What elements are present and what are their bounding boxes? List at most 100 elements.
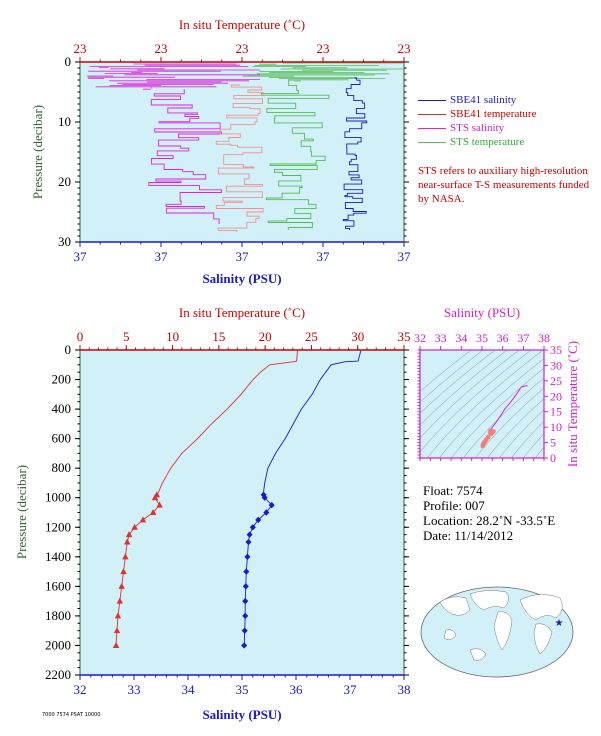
temperature-point [116, 597, 124, 604]
main-top-tick-label: 20 [259, 329, 272, 344]
main-top-tick-label: 10 [166, 329, 179, 344]
y-tick-label: 0 [65, 54, 72, 69]
main-panel: 0 5 10 15 20 25 30 35 32 33 34 35 36 37 38 0 200 400 600 80… [14, 305, 411, 722]
main-y-tick-label: 1600 [45, 578, 71, 593]
sbe41-temperature-trace [215, 84, 264, 232]
legend-label: STS salinity [450, 122, 505, 134]
ts-point [488, 431, 494, 437]
main-bottom-tick-label: 37 [344, 682, 358, 697]
main-top-tick-label: 5 [123, 329, 130, 344]
main-bottom-tick-label: 34 [182, 682, 196, 697]
bottom-tick-label: 37 [236, 249, 250, 264]
legend-item-sts-salinity: STS salinity [418, 122, 504, 136]
salinity-point [249, 524, 256, 531]
legend-label: SBE41 temperature [450, 108, 537, 120]
ts-panel-background [420, 350, 544, 458]
main-bottom-tick-label: 38 [398, 682, 411, 697]
temperature-point [120, 568, 127, 575]
salinity-point [268, 501, 275, 509]
float-id: Float: 7574 [423, 483, 483, 498]
density-contour [420, 350, 496, 414]
salinity-point [242, 612, 249, 620]
ts-y-axis-title: In situ Temperature (˚C) [565, 341, 580, 467]
top-panel-background [80, 62, 404, 242]
density-contour [499, 409, 544, 458]
ts-y-tick-label: 0 [550, 451, 556, 465]
salinity-point [241, 642, 248, 649]
top-tick-label: 23 [317, 41, 330, 56]
density-contour [535, 446, 544, 458]
temperature-point [131, 523, 138, 530]
top-axis-title: In situ Temperature (˚C) [179, 17, 305, 32]
bottom-tick-label: 37 [74, 249, 88, 264]
ts-y-tick-label: 5 [550, 436, 556, 450]
float-info: Float: 7574 Profile: 007 Location: 28.2˚… [423, 483, 555, 543]
density-contour [475, 387, 544, 458]
bottom-axis-title: Salinity (PSU) [202, 271, 281, 286]
density-contours [420, 350, 544, 458]
footer-code: 7000 7574 PSAT 10000 [42, 712, 101, 718]
density-contour [511, 420, 544, 458]
main-y-tick-label: 600 [52, 431, 72, 446]
main-profile-plot [112, 350, 362, 649]
legend-swatch [418, 141, 446, 143]
temperature-point [125, 531, 133, 538]
temperature-point [156, 501, 163, 508]
ts-y-tick-label: 35 [550, 343, 562, 357]
main-y-tick-label: 400 [52, 401, 72, 416]
main-bottom-tick-label: 32 [74, 682, 87, 697]
float-location-marker: ★ [555, 618, 564, 629]
top-tick-label: 23 [236, 41, 249, 56]
top-axes: 23 23 23 23 23 37 37 37 37 37 0 10 20 30 In situ Tempe… [30, 17, 411, 286]
legend-item-sbe41-temperature: SBE41 temperature [418, 108, 536, 122]
ts-x-tick-label: 38 [538, 331, 550, 345]
ts-y-tick-label: 10 [550, 420, 562, 434]
ts-x-tick-label: 34 [455, 331, 467, 345]
ts-x-tick-label: 33 [435, 331, 447, 345]
salinity-point [245, 538, 252, 546]
ts-y-tick-label: 20 [550, 389, 562, 403]
ts-x-tick-label: 32 [414, 331, 426, 345]
density-contour [451, 367, 544, 458]
temperature-point [139, 516, 147, 523]
top-sts-traces [87, 62, 403, 232]
main-top-axis-title: In situ Temperature (˚C) [179, 305, 305, 320]
map-land [439, 590, 563, 661]
sts-salinity-surface [87, 63, 260, 90]
density-contour [420, 350, 532, 453]
main-bottom-tick-label: 35 [236, 682, 249, 697]
main-y-tick-label: 1200 [45, 519, 71, 534]
ts-x-tick-label: 35 [476, 331, 488, 345]
main-top-tick-label: 0 [77, 329, 84, 344]
bottom-tick-label: 37 [155, 249, 169, 264]
ts-y-tick-label: 30 [550, 358, 562, 372]
main-y-tick-label: 0 [65, 342, 72, 357]
main-y-tick-label: 200 [52, 372, 72, 387]
ts-x-axis-title: Salinity (PSU) [444, 305, 520, 320]
top-tick-label: 23 [398, 41, 411, 56]
main-axes: 0 5 10 15 20 25 30 35 32 33 34 35 36 37 38 0 200 400 600 80… [14, 305, 411, 722]
legend-label: STS temperature [450, 136, 525, 148]
salinity-point [255, 516, 262, 524]
top-tick-label: 23 [74, 41, 87, 56]
sts-salinity-trace [148, 89, 222, 224]
ts-x-tick-label: 37 [517, 331, 529, 345]
main-y-tick-label: 1800 [45, 608, 71, 623]
density-contour [463, 377, 544, 458]
salinity-point [246, 531, 253, 538]
ts-point [480, 443, 486, 449]
density-contour [420, 350, 520, 439]
top-panel: 23 23 23 23 23 37 37 37 37 37 0 10 20 30 In situ Tempe… [30, 17, 411, 286]
main-y-tick-label: 1000 [45, 490, 71, 505]
ts-x-tick-label: 36 [497, 331, 509, 345]
temperature-point [113, 627, 121, 634]
main-top-tick-label: 30 [351, 329, 364, 344]
date: Date: 11/14/2012 [423, 528, 514, 543]
y-tick-label: 10 [58, 114, 71, 129]
temperature-point [149, 509, 157, 515]
sts-temperature-surface [242, 62, 403, 82]
density-contour [487, 398, 544, 458]
